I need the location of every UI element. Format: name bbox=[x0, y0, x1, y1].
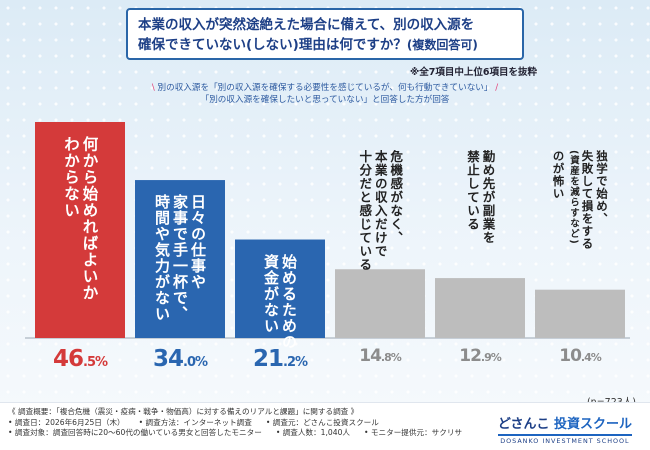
bar-label-4-line-2: 本業の収入だけで bbox=[372, 150, 388, 258]
value-label-2: 34.0% bbox=[135, 346, 225, 372]
bar-label-3: 始めるための 資金がない bbox=[262, 254, 298, 350]
bar-6 bbox=[535, 289, 625, 338]
survey-row-1: • 調査日：2026年6月25日（木） • 調査方法：インターネット調査 • 調査元… bbox=[8, 418, 476, 429]
brand-name-a: どさんこ bbox=[497, 417, 550, 432]
bar-4 bbox=[335, 269, 425, 338]
title-line-2-main: 確保できていない(しない)理由は何ですか？ bbox=[138, 37, 407, 53]
bar-label-3-line-2: 資金がない bbox=[262, 253, 280, 334]
bar-3 bbox=[235, 239, 325, 338]
title-box: 本業の収入が突然途絶えた場合に備えて、別の収入源を 確保できていない(しない)理… bbox=[126, 8, 524, 60]
bar-label-2-line-2: 家事で手一杯で、 bbox=[171, 194, 189, 323]
value-label-3: 21.2% bbox=[235, 346, 325, 372]
bar-label-1-line-2: わからない bbox=[62, 136, 80, 219]
bar-label-4-line-3: 十分だと感じている bbox=[357, 150, 373, 272]
survey-row-2: • 調査対象：調査回答時に20〜60代の働いている男女と回答したモニター • 調査… bbox=[8, 428, 476, 439]
value-label-5-integer: 12 bbox=[459, 346, 482, 366]
bar-label-6-line-1: 独学で始め、 bbox=[595, 150, 609, 225]
bar-label-3-line-1: 始めるための bbox=[280, 253, 298, 350]
survey-monitor: • モニター提供元：サクリサ bbox=[364, 428, 463, 438]
survey-date: • 調査日：2026年6月25日（木） bbox=[8, 417, 125, 427]
value-label-5: 12.9% bbox=[435, 346, 525, 366]
bar-label-6: 独学で始め、 失敗して損をする (資産を減らすなど) のが怖い bbox=[551, 150, 610, 250]
bar-label-2-line-3: 時間や気力がない bbox=[153, 194, 171, 323]
title-line-1: 本業の収入が突然途絶えた場合に備えて、別の収入源を bbox=[138, 17, 475, 33]
survey-source: • 調査元：どさんこ投資スクール bbox=[265, 417, 379, 427]
bar-label-6-line-4: のが怖い bbox=[551, 150, 566, 200]
survey-target: • 調査対象：調査回答時に20〜60代の働いている男女と回答したモニター bbox=[8, 428, 262, 438]
brand-logo: どさんこ 投資スクール DOSANKO INVESTMENT SCHOOL bbox=[497, 413, 632, 445]
bar-label-2-line-1: 日々の仕事や bbox=[189, 194, 207, 291]
value-label-3-decimal: .2% bbox=[283, 355, 308, 370]
value-label-1: 46.5% bbox=[35, 346, 125, 372]
bar-label-6-line-2: 失敗して損をする bbox=[580, 150, 595, 250]
title-line-2: 確保できていない(しない)理由は何ですか？(複数回答可) bbox=[138, 35, 512, 55]
bar-label-5-line-1: 勤め先が副業を bbox=[480, 150, 496, 245]
brand-subtitle: DOSANKO INVESTMENT SCHOOL bbox=[500, 437, 630, 445]
bar-label-2: 日々の仕事や 家事で手一杯で、 時間や気力がない bbox=[153, 194, 207, 322]
survey-footer: 《 調査概要：「複合危機（震災・疫病・戦争・物価高）に対する備えのリアルと課題」… bbox=[0, 402, 650, 450]
brand-underline bbox=[497, 434, 632, 436]
survey-count: • 調査人数：1,040人 bbox=[275, 428, 351, 438]
value-label-3-integer: 21 bbox=[252, 346, 284, 372]
bar-5 bbox=[435, 278, 525, 338]
survey-title: 《 調査概要：「複合危機（震災・疫病・戦争・物価高）に対する備えのリアルと課題」… bbox=[8, 407, 359, 416]
bar-1 bbox=[35, 122, 125, 338]
bar-label-1-line-1: 何から始めればよいか bbox=[80, 136, 99, 301]
bar-2 bbox=[135, 180, 225, 338]
criteria-note-line-1: \ 別の収入源を「別の収入源を確保する必要性を感じているが、何も行動できていない… bbox=[0, 81, 650, 93]
value-label-1-integer: 46 bbox=[52, 346, 84, 372]
value-label-4-decimal: .8% bbox=[380, 351, 402, 364]
criteria-text-1: 別の収入源を「別の収入源を確保する必要性を感じているが、何も行動できていない」 bbox=[157, 83, 493, 93]
value-label-2-integer: 34 bbox=[152, 346, 184, 372]
survey-info: 《 調査概要：「複合危機（震災・疫病・戦争・物価高）に対する備えのリアルと課題」… bbox=[8, 407, 476, 439]
value-label-1-decimal: .5% bbox=[83, 355, 108, 370]
bar-label-5: 勤め先が副業を 禁止している bbox=[465, 150, 496, 245]
survey-method: • 調査方法：インターネット調査 bbox=[138, 417, 252, 427]
value-label-6-decimal: .4% bbox=[580, 351, 602, 364]
brand-name: どさんこ 投資スクール bbox=[498, 413, 632, 432]
bar-chart bbox=[25, 122, 630, 339]
bar-label-4-line-1: 危機感がなく、 bbox=[388, 150, 404, 245]
value-label-6-integer: 10 bbox=[559, 346, 582, 366]
value-label-4-integer: 14 bbox=[359, 346, 382, 366]
title-line-2-suffix: (複数回答可) bbox=[406, 38, 478, 52]
bar-label-4: 危機感がなく、 本業の収入だけで 十分だと感じている bbox=[357, 150, 404, 272]
bar-label-5-line-2: 禁止している bbox=[465, 150, 480, 231]
bar-label-1: 何から始めればよいか わからない bbox=[62, 136, 99, 301]
value-label-4: 14.8% bbox=[335, 346, 425, 366]
value-label-2-decimal: .0% bbox=[183, 355, 208, 370]
bar-label-6-line-3: (資産を減らすなど) bbox=[568, 150, 579, 245]
value-label-6: 10.4% bbox=[535, 346, 625, 366]
value-label-5-decimal: .9% bbox=[480, 351, 502, 364]
criteria-mark-right: / bbox=[492, 83, 499, 93]
criteria-mark-left: \ bbox=[151, 83, 158, 93]
criteria-note-line-2: 「別の収入源を確保したいと思っていない」と回答した方が回答 bbox=[200, 95, 450, 105]
brand-name-b: 投資スクール bbox=[553, 417, 632, 432]
top-items-note: ※全7項目中上位6項目を抜粋 bbox=[410, 67, 537, 78]
